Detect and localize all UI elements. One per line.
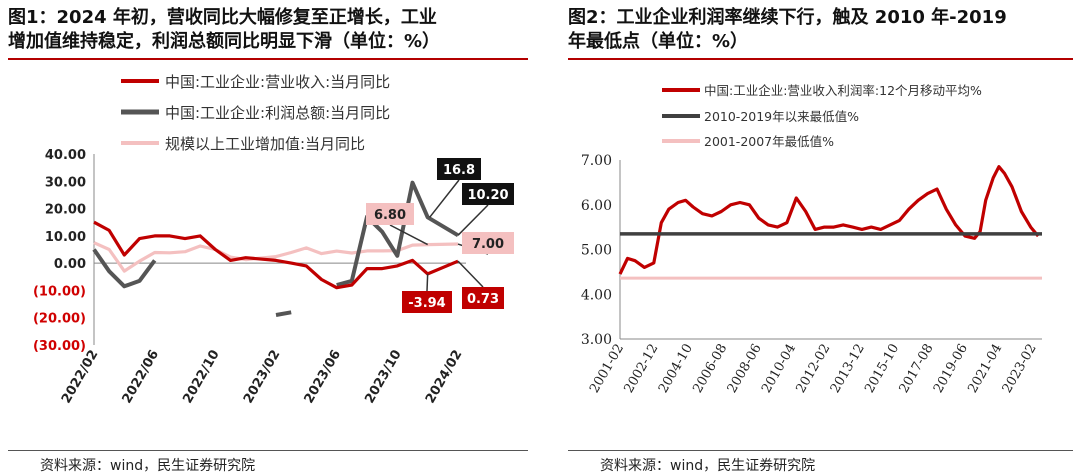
legend-label-3: 2001-2007年最低值% <box>704 134 834 149</box>
y-tick-label: (10.00) <box>33 284 86 299</box>
y-tick-label: 20.00 <box>45 203 86 218</box>
annotation-label-1: 16.8 <box>443 163 475 178</box>
legend-label-3: 规模以上工业增加值:当月同比 <box>165 135 365 153</box>
figure-2-bottom-rule <box>568 450 1073 451</box>
series-line-1 <box>93 220 459 290</box>
figure-1-source: 资料来源：wind，民生证券研究院 <box>40 458 256 474</box>
x-tick-label: 2023/10 <box>362 348 405 407</box>
annotation-box-1 <box>437 158 481 180</box>
annotation-label-4: 7.00 <box>472 237 504 252</box>
figure-2-chart: 7.006.005.004.003.002001-022002-122004-1… <box>581 83 1042 396</box>
figure-1-chart: 40.00 30.00 20.00 10.00 0.00 (10.00) (20.00) (3… <box>33 73 514 407</box>
legend-label-2: 2010-2019年以来最低值% <box>704 109 859 124</box>
x-tick-label: 2022/02 <box>59 348 102 407</box>
y-tick-label: 7.00 <box>581 153 612 169</box>
y-tick-label: 40.00 <box>45 148 86 163</box>
annotation-label-2: 10.20 <box>467 188 508 203</box>
annotation-label-6: 0.73 <box>467 292 499 307</box>
y-tick-label: 6.00 <box>581 198 612 214</box>
x-tick-label: 2023-02 <box>1000 342 1040 396</box>
x-tick-label: 2023/06 <box>302 348 345 407</box>
y-tick-label: 0.00 <box>54 257 86 272</box>
annotation-label-3: 6.80 <box>374 208 406 223</box>
figure-2-source: 资料来源：wind，民生证券研究院 <box>600 458 816 474</box>
x-tick-label: 2024/02 <box>423 348 466 407</box>
figure-2-title-line-2: 年最低点（单位：%） <box>568 31 749 52</box>
annotation-label-5: -3.94 <box>408 296 445 311</box>
figure-2-panel: 图2：工业企业利润率继续下行，触及 2010 年-2019 年最低点（单位：%）… <box>560 0 1080 475</box>
annotation-box-4 <box>462 232 514 254</box>
figure-2-title-line-1: 图2：工业企业利润率继续下行，触及 2010 年-2019 <box>568 7 1007 28</box>
x-tick-label: 2022/10 <box>180 348 223 407</box>
figure-1-panel: 图1：2024 年初，营收同比大幅修复至正增长，工业 增加值维持稳定，利润总额同… <box>8 6 528 474</box>
annotation-leader-6 <box>457 260 484 288</box>
y-tick-label: 3.00 <box>581 332 612 348</box>
annotation-leader-5 <box>426 273 429 292</box>
annotation-box-6 <box>462 287 504 309</box>
legend-label-2: 中国:工业企业:利润总额:当月同比 <box>165 104 390 122</box>
series-line-2 <box>92 180 460 317</box>
figure-1-bottom-rule <box>8 450 528 451</box>
x-tick-label: 2022/06 <box>120 348 163 407</box>
figure-1-title-line-1: 图1：2024 年初，营收同比大幅修复至正增长，工业 <box>8 7 437 28</box>
figure-1-title-rule <box>8 58 528 60</box>
y-tick-label: 30.00 <box>45 175 86 190</box>
figure-2-title: 图2：工业企业利润率继续下行，触及 2010 年-2019 年最低点（单位：%） <box>568 6 1007 54</box>
figure-1-title-line-2: 增加值维持稳定，利润总额同比明显下滑（单位：%） <box>8 31 441 52</box>
annotation-leader-2 <box>457 204 489 236</box>
series-line-1 <box>618 165 1040 275</box>
annotation-box-5 <box>402 291 452 313</box>
x-tick-label: 2023/02 <box>241 348 284 407</box>
annotation-leader-3 <box>389 224 429 246</box>
figure-1-title: 图1：2024 年初，营收同比大幅修复至正增长，工业 增加值维持稳定，利润总额同… <box>8 6 440 54</box>
legend-label-1: 中国:工业企业:营业收入:当月同比 <box>165 73 390 91</box>
y-tick-label: 5.00 <box>581 243 612 259</box>
annotation-leader-1 <box>429 179 460 218</box>
annotation-box-2 <box>462 183 514 205</box>
y-tick-label: (30.00) <box>33 339 86 354</box>
series-line-3 <box>93 241 459 273</box>
y-tick-label: 10.00 <box>45 230 86 245</box>
legend-label-1: 中国:工业企业:营业收入利润率:12个月移动平均% <box>704 83 982 98</box>
y-tick-label: 4.00 <box>581 287 612 303</box>
figure-2-title-rule <box>568 58 1073 60</box>
y-tick-label: (20.00) <box>33 312 86 327</box>
annotation-box-3 <box>366 203 414 225</box>
